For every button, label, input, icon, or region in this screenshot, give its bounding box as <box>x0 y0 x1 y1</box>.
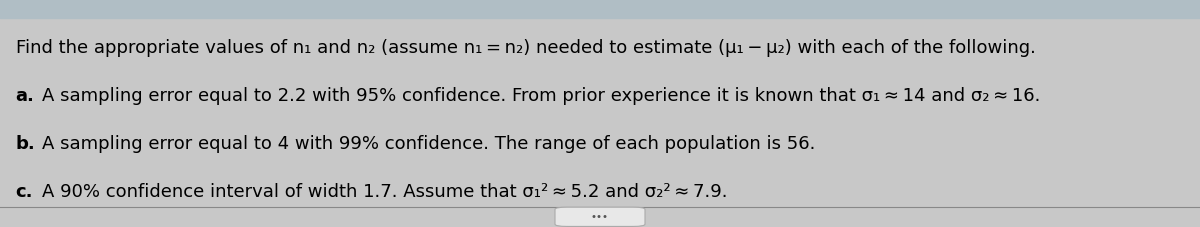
FancyBboxPatch shape <box>0 0 1200 18</box>
Text: A 90% confidence interval of width 1.7. Assume that σ₁² ≈ 5.2 and σ₂² ≈ 7.9.: A 90% confidence interval of width 1.7. … <box>42 183 727 201</box>
FancyBboxPatch shape <box>554 207 646 227</box>
Text: •••: ••• <box>592 212 610 222</box>
Text: c.: c. <box>16 183 34 201</box>
Text: A sampling error equal to 2.2 with 95% confidence. From prior experience it is k: A sampling error equal to 2.2 with 95% c… <box>42 87 1040 105</box>
Text: a.: a. <box>16 87 35 105</box>
Text: b.: b. <box>16 135 35 153</box>
Text: A sampling error equal to 4 with 99% confidence. The range of each population is: A sampling error equal to 4 with 99% con… <box>42 135 815 153</box>
Text: Find the appropriate values of n₁ and n₂ (assume n₁ = n₂) needed to estimate (μ₁: Find the appropriate values of n₁ and n₂… <box>16 39 1036 57</box>
